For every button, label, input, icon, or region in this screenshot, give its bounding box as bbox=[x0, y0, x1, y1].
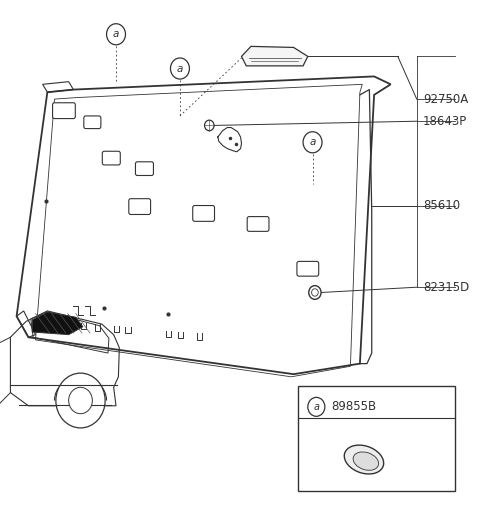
Text: 92750A: 92750A bbox=[423, 93, 468, 105]
Circle shape bbox=[312, 289, 318, 296]
Polygon shape bbox=[32, 312, 83, 335]
FancyBboxPatch shape bbox=[297, 261, 319, 276]
Ellipse shape bbox=[353, 452, 379, 470]
Circle shape bbox=[308, 397, 325, 416]
Text: a: a bbox=[113, 30, 119, 39]
Polygon shape bbox=[241, 46, 308, 66]
Text: a: a bbox=[309, 138, 316, 147]
Circle shape bbox=[303, 132, 322, 153]
FancyBboxPatch shape bbox=[129, 199, 151, 214]
FancyBboxPatch shape bbox=[53, 103, 75, 119]
FancyBboxPatch shape bbox=[135, 162, 154, 175]
Circle shape bbox=[56, 373, 105, 428]
Circle shape bbox=[309, 286, 321, 299]
Bar bbox=[299, 386, 455, 491]
Text: a: a bbox=[313, 402, 319, 412]
Text: 18643P: 18643P bbox=[423, 115, 467, 128]
FancyBboxPatch shape bbox=[102, 151, 120, 165]
FancyBboxPatch shape bbox=[84, 116, 101, 129]
FancyBboxPatch shape bbox=[247, 217, 269, 231]
Circle shape bbox=[204, 120, 214, 131]
Text: 85610: 85610 bbox=[423, 199, 460, 212]
FancyBboxPatch shape bbox=[193, 206, 215, 221]
Circle shape bbox=[107, 24, 125, 45]
Text: 82315D: 82315D bbox=[423, 281, 469, 294]
Circle shape bbox=[69, 387, 92, 414]
Ellipse shape bbox=[344, 445, 384, 474]
Circle shape bbox=[170, 58, 190, 79]
Text: 89855B: 89855B bbox=[332, 401, 377, 413]
Text: a: a bbox=[177, 64, 183, 73]
